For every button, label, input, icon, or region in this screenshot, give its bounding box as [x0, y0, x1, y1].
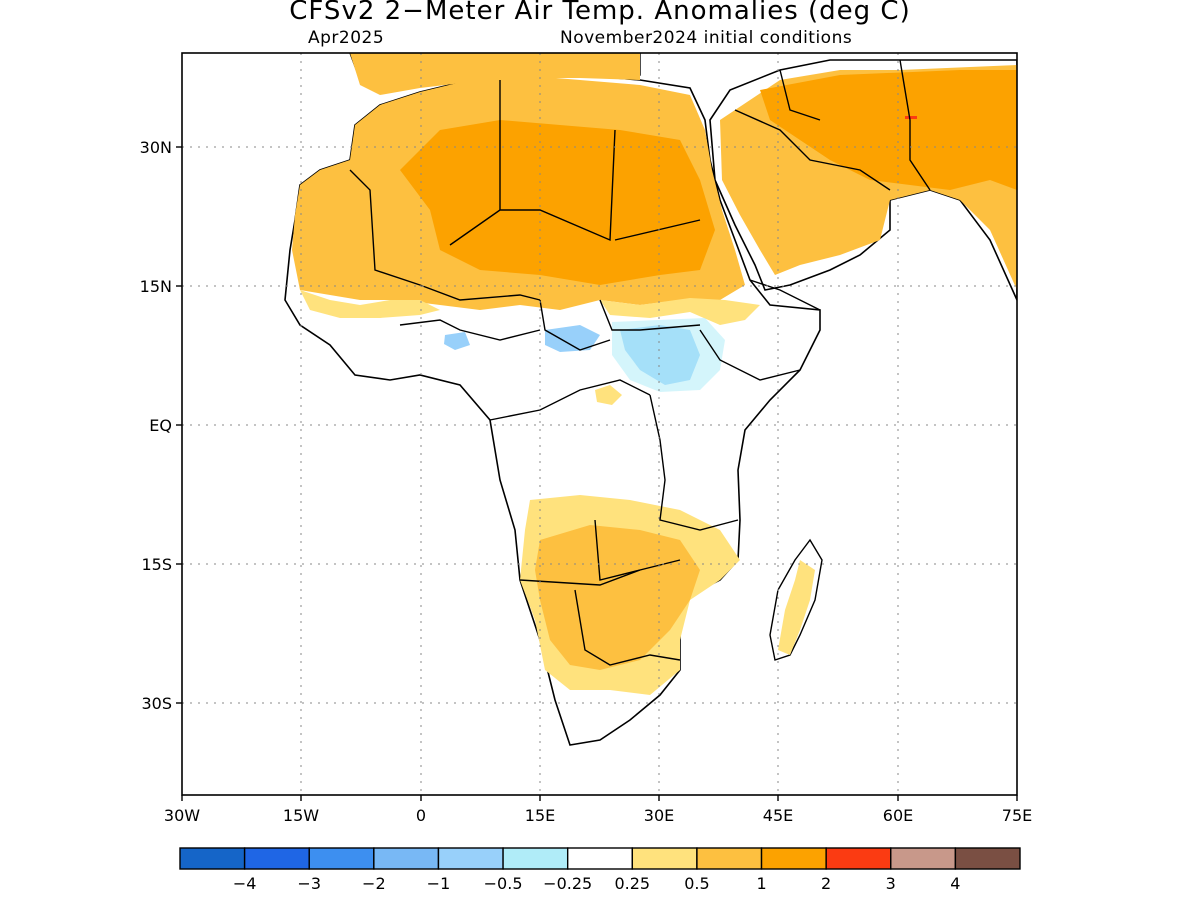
- colorbar-swatch: [954, 847, 1021, 870]
- colorbar-label: −4: [233, 874, 257, 893]
- graticule: [182, 53, 1017, 795]
- colorbar-label: 3: [886, 874, 896, 893]
- colorbar-swatch: [179, 847, 246, 870]
- valid-month-label: Apr2025: [308, 28, 385, 48]
- tick-marks: [176, 146, 1018, 801]
- colorbar-label: 1: [756, 874, 766, 893]
- lat-label-eq: EQ: [149, 416, 172, 435]
- colorbar-label: 4: [950, 874, 960, 893]
- colorbar-swatch: [308, 847, 375, 870]
- lon-label-45e: 45E: [763, 806, 793, 825]
- colorbar-label: 0.25: [614, 874, 650, 893]
- colorbar-label: −0.5: [484, 874, 523, 893]
- lat-label-30n: 30N: [140, 138, 172, 157]
- colorbar-swatch: [760, 847, 827, 870]
- init-conditions-label: November2024 initial conditions: [560, 28, 853, 48]
- lon-label-60e: 60E: [883, 806, 913, 825]
- colorbar-swatch: [696, 847, 763, 870]
- colorbar-swatch: [890, 847, 957, 870]
- colorbar-label: −0.25: [543, 874, 592, 893]
- colorbar-label: −3: [297, 874, 321, 893]
- colorbar-swatch: [502, 847, 569, 870]
- lon-label-30e: 30E: [644, 806, 674, 825]
- anomaly-shading: [292, 53, 1017, 695]
- colorbar-labels: −4 −3 −2 −1 −0.5 −0.25 0.25 0.5 1 2 3 4: [233, 874, 961, 893]
- lon-label-0: 0: [416, 806, 426, 825]
- colorbar-label: −1: [427, 874, 451, 893]
- colorbar-swatch: [631, 847, 698, 870]
- colorbar: [179, 847, 1021, 870]
- colorbar-label: 0.5: [684, 874, 709, 893]
- lat-label-15n: 15N: [140, 277, 172, 296]
- lon-label-15w: 15W: [283, 806, 319, 825]
- colorbar-swatch: [243, 847, 310, 870]
- colorbar-swatch: [566, 847, 634, 870]
- colorbar-swatch: [825, 847, 892, 870]
- colorbar-label: 2: [821, 874, 831, 893]
- lat-label-30s: 30S: [141, 694, 172, 713]
- colorbar-swatch: [373, 847, 440, 870]
- lat-label-15s: 15S: [141, 555, 172, 574]
- lon-label-30w: 30W: [164, 806, 200, 825]
- map-title: CFSv2 2−Meter Air Temp. Anomalies (deg C…: [289, 0, 911, 26]
- colorbar-swatch: [437, 847, 504, 870]
- map-area: [284, 53, 1017, 746]
- lon-label-15e: 15E: [525, 806, 555, 825]
- country-borders: [349, 59, 931, 666]
- map-frame: [181, 52, 1018, 796]
- colorbar-label: −2: [362, 874, 386, 893]
- lon-label-75e: 75E: [1002, 806, 1032, 825]
